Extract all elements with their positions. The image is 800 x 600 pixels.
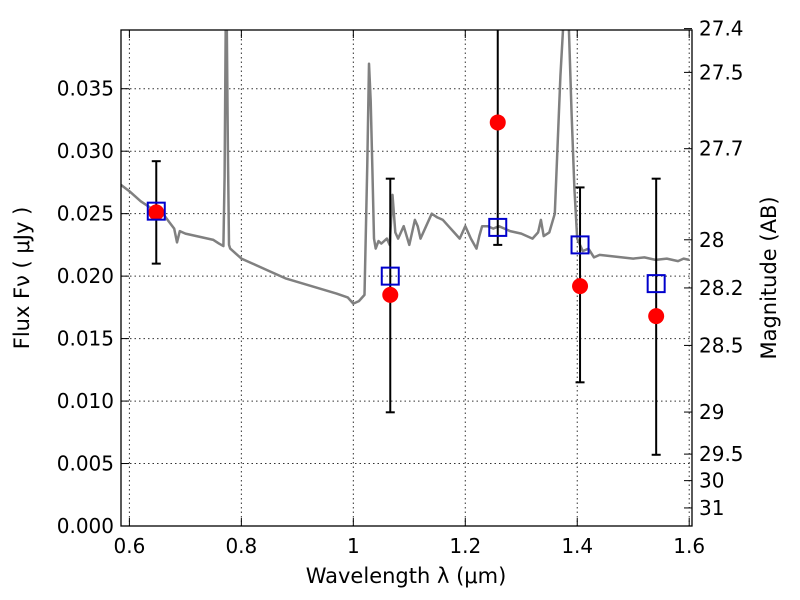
spectrum-line bbox=[121, 30, 690, 305]
y2-tick-label: 27.4 bbox=[699, 17, 744, 41]
x-tick-label: 0.6 bbox=[113, 534, 145, 558]
model-point bbox=[646, 274, 666, 294]
y2-tick-label: 27.5 bbox=[699, 60, 744, 84]
y-tick-label: 0.015 bbox=[57, 327, 114, 351]
x-axis-ticks: 0.6 0.8 1 1.2 1.4 1.6 bbox=[113, 30, 705, 558]
y2-tick-label: 30 bbox=[699, 469, 724, 493]
model-point bbox=[146, 201, 166, 221]
y-tick-label: 0.030 bbox=[57, 139, 114, 163]
y-tick-label: 0.020 bbox=[57, 264, 114, 288]
model-point bbox=[488, 217, 508, 237]
x-tick-label: 1.6 bbox=[673, 534, 705, 558]
x-tick-label: 0.8 bbox=[225, 534, 257, 558]
observed-point bbox=[572, 278, 589, 295]
grid bbox=[121, 30, 692, 527]
observed-point bbox=[648, 308, 665, 325]
y2-tick-label: 29 bbox=[699, 400, 724, 424]
spectrum-line-layer bbox=[121, 30, 690, 305]
observed-points-layer bbox=[148, 114, 665, 325]
y-axis-ticks: 0.000 0.005 0.010 0.015 0.020 0.025 0.030 0.035 bbox=[57, 77, 129, 538]
y-tick-label: 0.000 bbox=[57, 514, 114, 538]
y2-tick-label: 28 bbox=[699, 228, 724, 252]
y-tick-label: 0.005 bbox=[57, 452, 114, 476]
y2-axis-label: Magnitude (AB) bbox=[757, 196, 781, 359]
plot-frame bbox=[120, 29, 693, 527]
x-axis-label: Wavelength λ (μm) bbox=[306, 564, 507, 588]
y-tick-label: 0.025 bbox=[57, 202, 114, 226]
y-tick-label: 0.010 bbox=[57, 389, 114, 413]
model-point bbox=[570, 235, 590, 255]
y2-tick-label: 29.5 bbox=[699, 442, 744, 466]
y-tick-label: 0.035 bbox=[57, 77, 114, 101]
model-points-layer bbox=[146, 201, 666, 294]
y-axis-label: Flux Fν ( μJy ) bbox=[10, 207, 34, 350]
model-point bbox=[380, 266, 400, 286]
y2-tick-label: 27.7 bbox=[699, 137, 744, 161]
y2-axis-ticks: 27.4 27.5 27.7 28 28.2 28.5 29 29.5 30 31 bbox=[684, 17, 744, 520]
y2-tick-label: 31 bbox=[699, 496, 724, 520]
y2-tick-label: 28.2 bbox=[699, 276, 744, 300]
x-tick-label: 1.2 bbox=[449, 534, 481, 558]
observed-point bbox=[489, 114, 506, 131]
x-tick-label: 1.4 bbox=[561, 534, 593, 558]
observed-point bbox=[382, 286, 399, 303]
y2-tick-label: 28.5 bbox=[699, 333, 744, 357]
x-tick-label: 1 bbox=[347, 534, 360, 558]
observed-point bbox=[148, 204, 165, 221]
